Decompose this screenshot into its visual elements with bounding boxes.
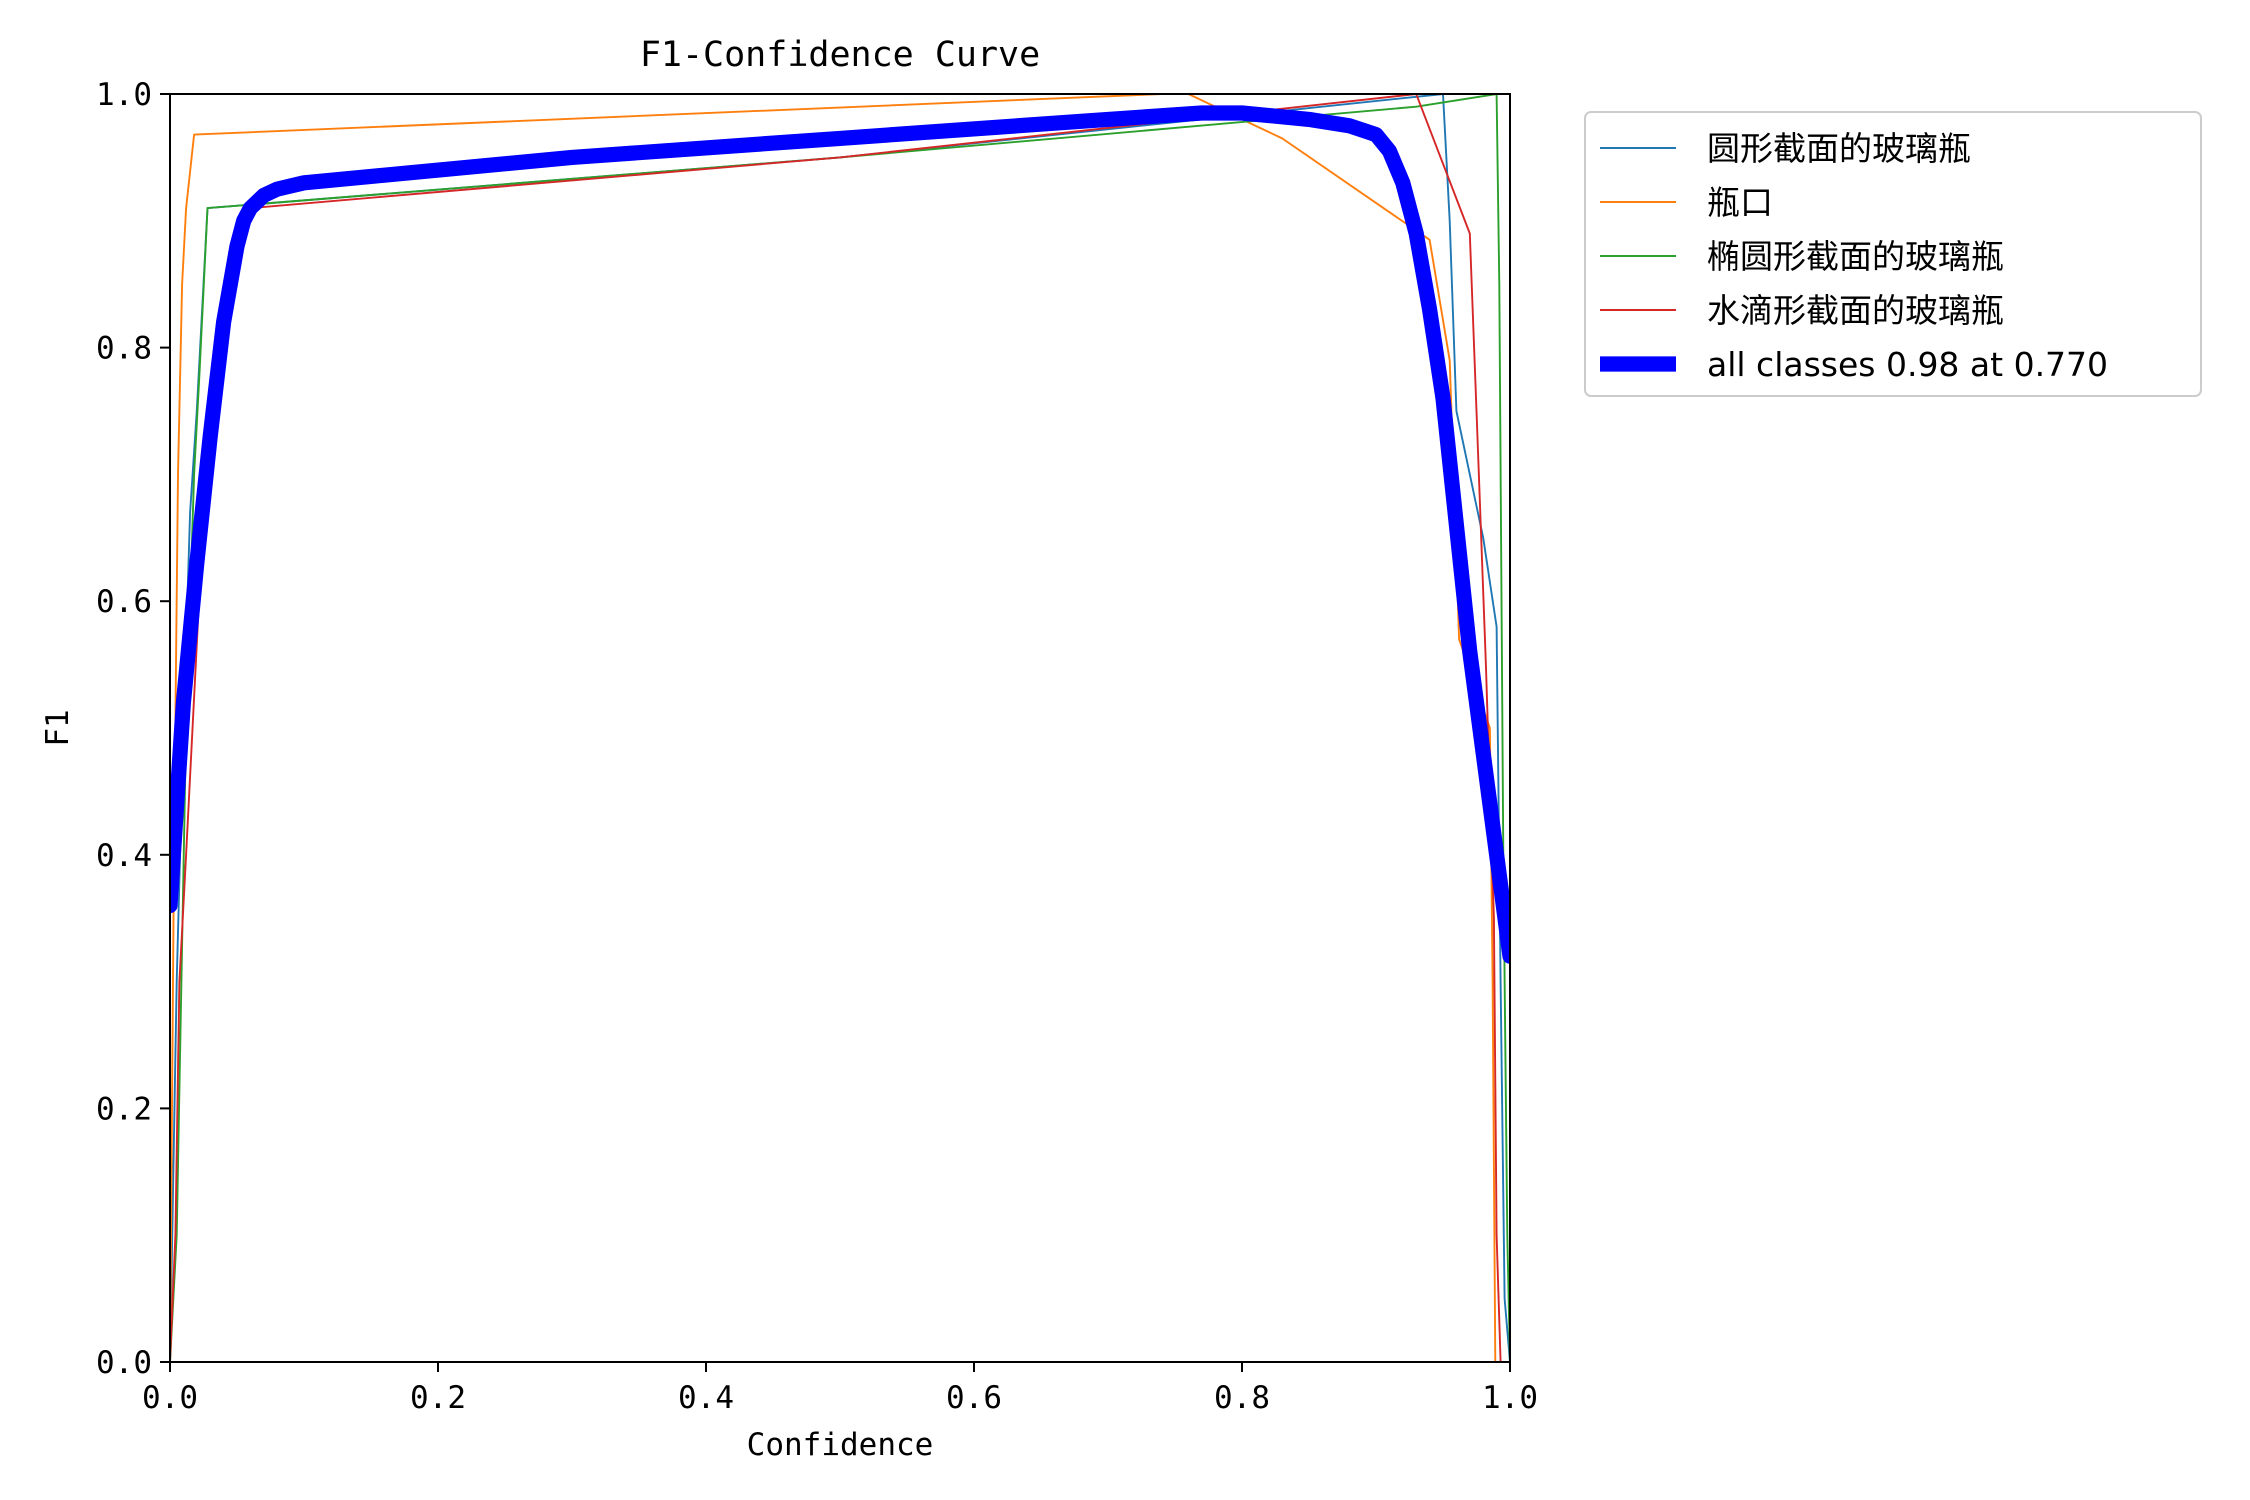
x-axis-ticks: 0.0 0.2 0.4 0.6 0.8 1.0: [142, 1362, 1538, 1416]
series-layer: [170, 94, 1510, 1362]
y-axis-label: F1: [40, 709, 76, 746]
series-line-4: [170, 105, 1510, 964]
y-tick-label: 0.4: [96, 838, 152, 874]
series-line-3: [170, 94, 1510, 1362]
x-tick-label: 0.6: [946, 1380, 1002, 1416]
legend-label-1: 瓶口: [1707, 183, 1773, 222]
x-tick-label: 0.2: [410, 1380, 466, 1416]
legend-label-2: 椭圆形截面的玻璃瓶: [1707, 237, 2004, 276]
x-axis-label: Confidence: [747, 1427, 934, 1463]
chart-title: F1-Confidence Curve: [640, 35, 1040, 75]
legend-frame: [1584, 111, 2202, 397]
plot-frame: [169, 93, 1511, 1363]
legend-label-0: 圆形截面的玻璃瓶: [1707, 129, 1971, 168]
legend-label-4: all classes 0.98 at 0.770: [1707, 345, 2108, 384]
x-tick-label: 0.0: [142, 1380, 198, 1416]
legend-label-3: 水滴形截面的玻璃瓶: [1707, 291, 2004, 330]
x-tick-label: 1.0: [1482, 1380, 1538, 1416]
y-tick-label: 0.0: [96, 1345, 152, 1381]
y-tick-label: 1.0: [96, 77, 152, 113]
x-tick-label: 0.8: [1214, 1380, 1270, 1416]
y-tick-label: 0.2: [96, 1091, 152, 1127]
y-tick-label: 0.6: [96, 584, 152, 620]
y-tick-label: 0.8: [96, 331, 152, 367]
x-tick-label: 0.4: [678, 1380, 734, 1416]
y-axis-ticks: 0.0 0.2 0.4 0.6 0.8 1.0: [96, 77, 170, 1381]
